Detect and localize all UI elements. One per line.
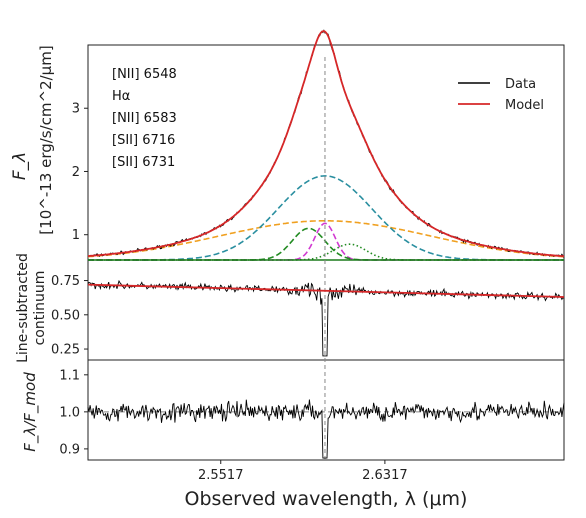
continuum-panel-frame	[87, 259, 565, 361]
line-id-halpha: Hα	[112, 89, 130, 104]
ratio-ylabel: F_λ/F_mod	[21, 372, 40, 452]
component-curve-0	[87, 220, 565, 258]
line-id-sii-6731: [SII] 6731	[112, 155, 175, 170]
line-id-sii-6716: [SII] 6716	[112, 133, 175, 148]
ratio-lines	[87, 399, 565, 459]
continuum-ytick-label-2: 0.75	[51, 274, 80, 289]
spectrum-ylabel-bottom: [10^-13 erg/s/cm^2/μm]	[37, 45, 55, 234]
spectrum-lines	[87, 29, 565, 258]
line-id-nii-6583: [NII] 6583	[112, 111, 177, 126]
line-id-nii-6548: [NII] 6548	[112, 67, 177, 82]
x-tick-label-0: 2.5517	[198, 468, 244, 483]
continuum-lines	[87, 279, 565, 357]
ratio-data-line	[87, 399, 565, 459]
component-curve-3	[88, 227, 564, 261]
legend-model-label: Model	[505, 98, 544, 113]
spectrum-ytick-label-0: 1	[72, 228, 80, 243]
continuum-ytick-label-0: 0.25	[51, 343, 80, 358]
spectrum-ylabel-top: F_λ	[10, 152, 30, 180]
ratio-ytick-label-1: 1.0	[59, 405, 80, 420]
spectrum-model-line	[87, 30, 564, 258]
spectrum-ytick-label-2: 3	[72, 102, 80, 117]
spectrum-ytick-label-1: 2	[72, 165, 80, 180]
ratio-ytick-label-2: 1.1	[59, 368, 80, 383]
continuum-ytick-label-1: 0.50	[51, 308, 80, 323]
continuum-ylabel-top: Line-subtracted	[15, 253, 31, 363]
ratio-ytick-label-0: 0.9	[59, 442, 80, 457]
continuum-ylabel-bottom: continuum	[32, 271, 48, 346]
x-axis-title: Observed wavelength, λ (μm)	[185, 488, 468, 510]
x-tick-label-1: 2.6317	[362, 468, 408, 483]
continuum-model-line	[87, 283, 565, 298]
continuum-data-line	[87, 279, 565, 357]
axis-ticks: 1 2 3 0.25 0.50 0.75 0.9 1.0 1.1 2.5517 2.6317	[51, 102, 408, 483]
legend-data-label: Data	[505, 77, 536, 92]
ratio-panel-frame	[87, 359, 565, 461]
spectrum-component-lines	[87, 57, 565, 460]
legend: Data Model	[458, 77, 544, 113]
